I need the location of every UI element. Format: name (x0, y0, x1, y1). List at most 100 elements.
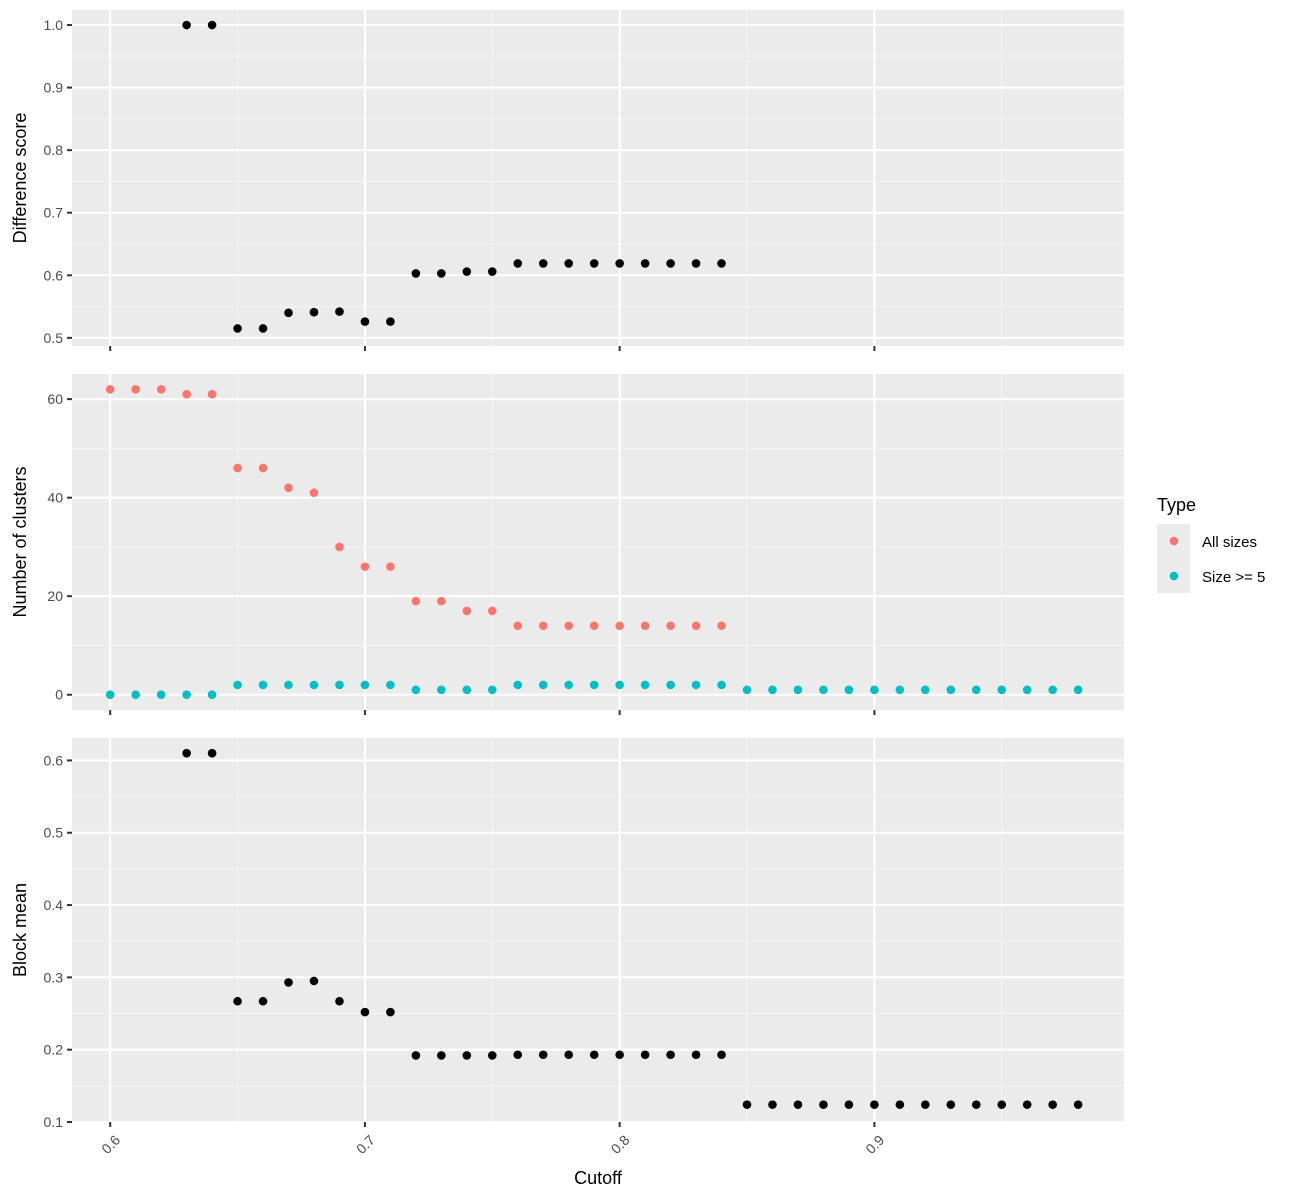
data-point (182, 690, 191, 700)
panels-layer: 0.5 0.6 0.7 0.8 0.9 1.0 Difference score 0 20 40 6… (10, 10, 1124, 1157)
data-point (921, 1100, 930, 1109)
x-tick-label: 0.8 (608, 1132, 633, 1157)
panel-2: 0 20 40 60 Number of clusters (10, 374, 1124, 715)
x-tick-label: 0.6 (98, 1132, 123, 1157)
data-point (793, 1100, 803, 1109)
data-point (615, 621, 624, 631)
data-point (895, 685, 905, 695)
y-tick-label: 0.2 (44, 1042, 64, 1058)
data-point (589, 621, 599, 631)
data-point (156, 384, 166, 394)
data-point (335, 307, 344, 316)
data-point (284, 483, 293, 493)
data-point (258, 996, 268, 1006)
data-point (589, 680, 599, 690)
data-point (437, 685, 446, 695)
panel-background (72, 10, 1124, 346)
data-point (386, 1007, 395, 1017)
data-point (309, 976, 319, 986)
data-point (131, 384, 140, 394)
data-point (691, 259, 701, 268)
y-tick-label: 0 (55, 687, 63, 703)
y-tick-label: 0.6 (44, 267, 64, 283)
data-point (1048, 1100, 1057, 1109)
data-point (589, 259, 599, 268)
data-point (258, 324, 268, 333)
data-point (564, 1050, 574, 1060)
legend: Type All sizes Size >= 5 (1157, 495, 1265, 593)
legend-label: Size >= 5 (1202, 569, 1265, 586)
data-point (997, 685, 1007, 695)
x-tick-label: 0.7 (353, 1132, 378, 1157)
data-point (360, 1007, 370, 1017)
data-point (538, 259, 548, 268)
legend-key (1169, 571, 1179, 581)
data-point (1073, 685, 1083, 695)
data-point (182, 748, 191, 758)
data-point (640, 1050, 650, 1060)
data-point (717, 259, 726, 268)
data-point (971, 685, 981, 695)
y-tick-label: 0.3 (44, 969, 64, 985)
data-point (386, 680, 395, 690)
data-point (717, 680, 726, 690)
y-tick-label: 0.5 (44, 825, 64, 841)
y-tick-label: 0.6 (44, 752, 64, 768)
data-point (411, 269, 421, 278)
x-axis-title: Cutoff (574, 1168, 623, 1188)
y-tick-label: 0.5 (44, 330, 64, 346)
data-point (615, 680, 624, 690)
series (182, 20, 726, 333)
data-point (335, 680, 344, 690)
legend-label: All sizes (1202, 534, 1257, 551)
data-point (258, 680, 268, 690)
data-point (513, 259, 523, 268)
data-point (437, 596, 446, 606)
data-point (335, 542, 344, 552)
data-point (564, 621, 574, 631)
data-point (971, 1100, 981, 1109)
data-point (819, 1100, 828, 1109)
data-point (233, 463, 242, 473)
data-point (691, 621, 701, 631)
data-point (487, 1051, 497, 1060)
data-point (640, 621, 650, 631)
data-point (309, 307, 319, 317)
data-point (640, 680, 650, 690)
data-point (921, 685, 930, 695)
data-point (895, 1100, 905, 1109)
data-point (666, 1050, 675, 1060)
data-point (437, 269, 446, 278)
data-point (309, 680, 319, 690)
y-tick-label: 0.7 (44, 205, 64, 221)
y-tick-label: 40 (47, 490, 63, 506)
data-point (284, 308, 293, 318)
data-point (105, 384, 115, 394)
data-point (513, 1050, 523, 1060)
data-point (386, 317, 395, 326)
y-tick-label: 60 (47, 391, 63, 407)
data-point (691, 1050, 701, 1060)
panel-background (72, 738, 1124, 1122)
data-point (335, 996, 344, 1006)
data-point (360, 562, 370, 571)
data-point (666, 680, 675, 690)
data-point (997, 1100, 1007, 1109)
data-point (564, 259, 574, 268)
data-point (844, 1100, 854, 1109)
data-point (233, 680, 242, 690)
data-point (1048, 685, 1057, 695)
data-point (156, 690, 166, 700)
data-point (105, 690, 115, 700)
data-point (462, 267, 472, 276)
data-point (870, 1100, 879, 1109)
data-point (309, 488, 319, 498)
panel-3: 0.1 0.2 0.3 0.4 0.5 0.6 Block mean 0.6 0.7 0.8 0.9 (10, 738, 1124, 1157)
data-point (487, 267, 497, 276)
data-point (538, 680, 548, 690)
data-point (360, 317, 370, 326)
data-point (131, 690, 140, 700)
data-point (233, 324, 242, 333)
data-point (717, 621, 726, 631)
data-point (1022, 1100, 1032, 1109)
